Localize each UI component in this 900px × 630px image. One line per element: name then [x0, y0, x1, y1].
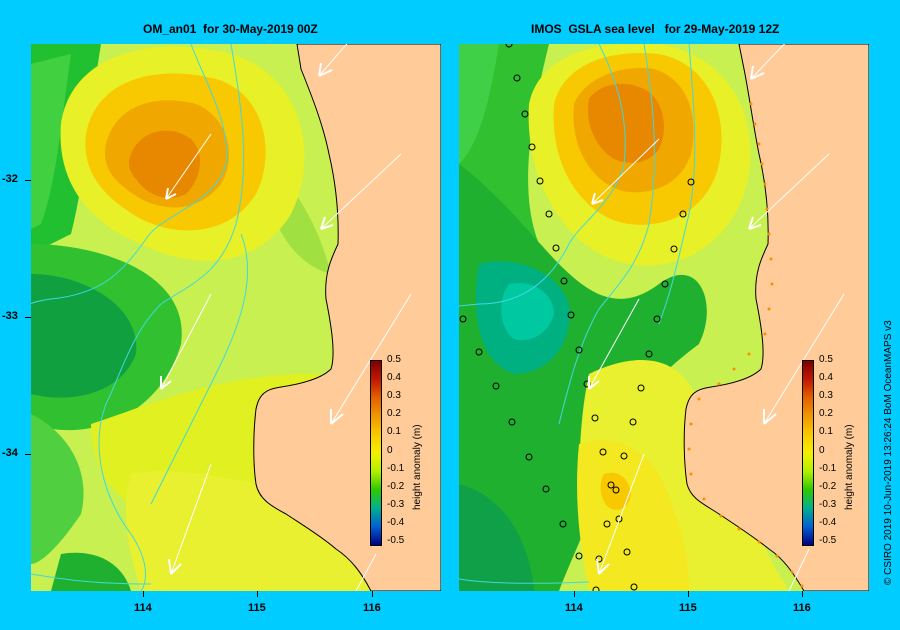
right-lon-tick — [802, 591, 803, 597]
right-colorbar — [802, 360, 814, 546]
right-lon-label: 114 — [565, 602, 583, 614]
right-map-title: IMOS GSLA sea level for 29-May-2019 12Z — [531, 22, 780, 36]
colorbar-label: -0.2 — [387, 481, 405, 492]
colorbar-label: 0.3 — [819, 390, 833, 401]
right-lon-tick — [574, 591, 575, 597]
colorbar-label: 0.3 — [387, 390, 401, 401]
colorbar-label: 0.4 — [819, 372, 833, 383]
left-lat-label: -33 — [2, 310, 18, 322]
colorbar-label: 0.5 — [387, 354, 401, 365]
right-lon-label: 115 — [679, 602, 697, 614]
left-lat-label: -34 — [2, 447, 18, 459]
left-lon-tick — [372, 591, 373, 597]
left-lon-tick — [257, 591, 258, 597]
left-colorbar-labels: 0.5 0.4 0.3 0.2 0.1 0 -0.1 -0.2 -0.3 -0.… — [387, 354, 417, 554]
left-lat-label: -32 — [2, 173, 18, 185]
colorbar-label: -0.3 — [819, 499, 837, 510]
right-colorbar-title: height anomaly (m) — [844, 424, 855, 510]
colorbar-label: 0.1 — [819, 426, 833, 437]
left-lon-label: 114 — [134, 602, 152, 614]
colorbar-label: -0.1 — [387, 463, 405, 474]
left-map-title: OM_an01 for 30-May-2019 00Z — [143, 22, 318, 36]
left-lon-tick — [143, 591, 144, 597]
colorbar-label: -0.3 — [387, 499, 405, 510]
colorbar-label: 0.2 — [387, 408, 401, 419]
left-lat-tick — [25, 317, 31, 318]
left-lat-tick — [25, 180, 31, 181]
left-colorbar-title: height anomaly (m) — [412, 424, 423, 510]
left-lat-tick — [25, 454, 31, 455]
colorbar-label: 0.1 — [387, 426, 401, 437]
left-lon-label: 116 — [363, 602, 381, 614]
colorbar-label: -0.4 — [819, 517, 837, 528]
left-map-panel — [31, 44, 441, 591]
colorbar-label: -0.4 — [387, 517, 405, 528]
colorbar-label: -0.5 — [387, 535, 405, 546]
credit-text: © CSIRO 2019 10-Jun-2019 13:26:24 BoM Oc… — [883, 320, 894, 585]
colorbar-label: 0.5 — [819, 354, 833, 365]
right-lon-label: 116 — [793, 602, 811, 614]
colorbar-label: -0.1 — [819, 463, 837, 474]
right-lon-tick — [688, 591, 689, 597]
colorbar-label: -0.5 — [819, 535, 837, 546]
colorbar-label: 0.2 — [819, 408, 833, 419]
left-lon-label: 115 — [248, 602, 266, 614]
colorbar-label: 0 — [819, 445, 825, 456]
colorbar-label: 0.4 — [387, 372, 401, 383]
right-colorbar-labels: 0.5 0.4 0.3 0.2 0.1 0 -0.1 -0.2 -0.3 -0.… — [819, 354, 849, 554]
left-colorbar — [370, 360, 382, 546]
colorbar-label: 0 — [387, 445, 393, 456]
right-map-panel — [459, 44, 869, 591]
colorbar-label: -0.2 — [819, 481, 837, 492]
